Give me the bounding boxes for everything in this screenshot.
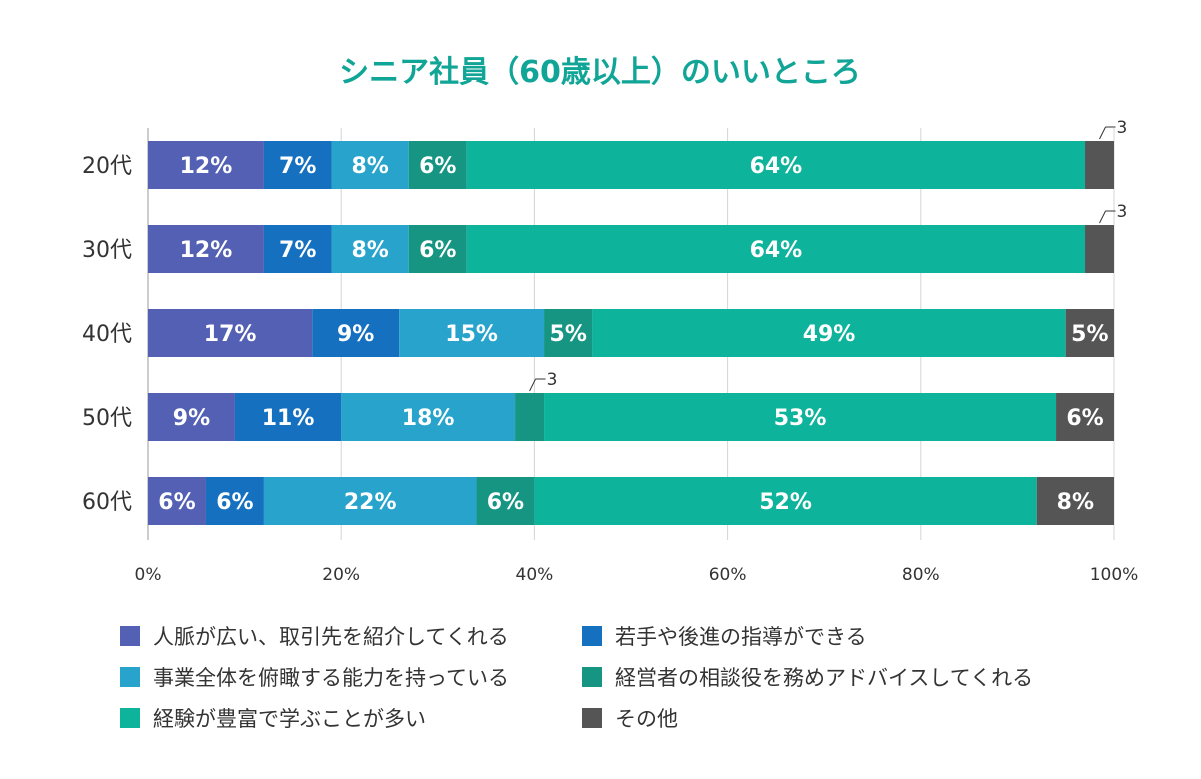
- data-label: 64%: [750, 238, 803, 263]
- category-label: 30代: [82, 238, 132, 263]
- bar-segment: [148, 393, 235, 441]
- data-label: 6%: [419, 154, 456, 179]
- data-label: 3: [1117, 202, 1128, 222]
- bar-segment: [534, 477, 1037, 525]
- bar-segment: [466, 225, 1086, 273]
- legend-swatch: [120, 667, 140, 687]
- data-label: 5%: [1071, 322, 1108, 347]
- data-label: 6%: [487, 490, 524, 515]
- x-tick-label: 80%: [902, 565, 940, 585]
- bar-segment: [331, 141, 409, 189]
- bar-segment: [399, 309, 545, 357]
- x-axis-ticks: 0% 20% 40% 60% 80% 100%: [135, 565, 1139, 585]
- bar-segment: [263, 477, 477, 525]
- data-label: 17%: [204, 322, 257, 347]
- data-label: 7%: [279, 154, 316, 179]
- category-label: 20代: [82, 154, 132, 179]
- legend: 人脈が広い、取引先を紹介してくれる 若手や後進の指導ができる事業全体を俯瞰する能力…: [120, 625, 1033, 731]
- data-label: 49%: [803, 322, 856, 347]
- bar-segment: [476, 477, 535, 525]
- legend-label: 経験が豊富で学ぶことが多い: [153, 707, 426, 731]
- bar-segment: [544, 393, 1057, 441]
- bar-segment: [1085, 225, 1114, 273]
- bar-segment: [1085, 141, 1114, 189]
- category-labels: 20代 30代 40代 50代 60代: [82, 154, 132, 515]
- x-tick-label: 0%: [135, 565, 162, 585]
- data-label: 64%: [750, 154, 803, 179]
- data-label: 3: [547, 370, 558, 390]
- data-label: 8%: [1057, 490, 1094, 515]
- category-label: 60代: [82, 490, 132, 515]
- data-label: 12%: [180, 238, 233, 263]
- bar-segment: [408, 141, 467, 189]
- legend-swatch: [582, 667, 602, 687]
- data-label: 3: [1117, 118, 1128, 138]
- bar-segment: [1036, 477, 1114, 525]
- x-tick-label: 60%: [709, 565, 747, 585]
- data-label: 6%: [158, 490, 195, 515]
- legend-label: 経営者の相談役を務めアドバイスしてくれる: [615, 666, 1033, 690]
- bar-segment: [148, 141, 264, 189]
- bar-segment: [515, 393, 545, 441]
- bar-segment: [592, 309, 1066, 357]
- data-label: 8%: [352, 154, 389, 179]
- data-label: 6%: [216, 490, 253, 515]
- data-label: 9%: [337, 322, 374, 347]
- data-label: 15%: [445, 322, 498, 347]
- data-label: 6%: [1066, 406, 1103, 431]
- bar-segment: [544, 309, 593, 357]
- legend-swatch: [120, 708, 140, 728]
- legend-swatch: [582, 626, 602, 646]
- category-label: 40代: [82, 322, 132, 347]
- legend-label: 事業全体を俯瞰する能力を持っている: [153, 666, 509, 690]
- x-tick-label: 20%: [322, 565, 360, 585]
- x-tick-label: 40%: [516, 565, 554, 585]
- data-label-leader: [1099, 210, 1106, 224]
- bar-segment: [408, 225, 467, 273]
- data-label: 53%: [774, 406, 827, 431]
- data-label: 18%: [402, 406, 455, 431]
- data-label: 11%: [262, 406, 315, 431]
- bar-segment: [312, 309, 400, 357]
- bar-segment: [148, 477, 206, 525]
- chart-title: シニア社員（60歳以上）のいいところ: [339, 55, 861, 90]
- legend-swatch: [582, 708, 602, 728]
- bar-segment: [263, 225, 332, 273]
- bar-segment: [341, 393, 516, 441]
- data-label: 52%: [759, 490, 812, 515]
- data-label-leader: [529, 378, 537, 392]
- data-label: 9%: [173, 406, 210, 431]
- legend-label: 人脈が広い、取引先を紹介してくれる: [153, 625, 509, 649]
- data-label: 22%: [344, 490, 397, 515]
- legend-swatch: [120, 626, 140, 646]
- bar-segment: [466, 141, 1086, 189]
- data-label-leader: [1099, 126, 1106, 140]
- x-tick-label: 100%: [1090, 565, 1139, 585]
- bar-segment: [205, 477, 264, 525]
- category-label: 50代: [82, 406, 132, 431]
- bar-segment: [1056, 393, 1114, 441]
- bar-segment: [263, 141, 332, 189]
- data-label: 7%: [279, 238, 316, 263]
- bar-segment: [148, 225, 264, 273]
- bars: 12% 7% 8% 6% 64% 3 12% 7% 8% 6% 64% 3 17% 9% 15% 5% 49% 5…: [148, 118, 1127, 525]
- bar-segment: [331, 225, 409, 273]
- legend-label: その他: [615, 707, 678, 731]
- bar-segment: [1065, 309, 1114, 357]
- bar-segment: [148, 309, 313, 357]
- bar-segment: [234, 393, 342, 441]
- legend-label: 若手や後進の指導ができる: [615, 625, 867, 649]
- data-label: 5%: [550, 322, 587, 347]
- data-label: 12%: [180, 154, 233, 179]
- data-label: 8%: [352, 238, 389, 263]
- data-label: 6%: [419, 238, 456, 263]
